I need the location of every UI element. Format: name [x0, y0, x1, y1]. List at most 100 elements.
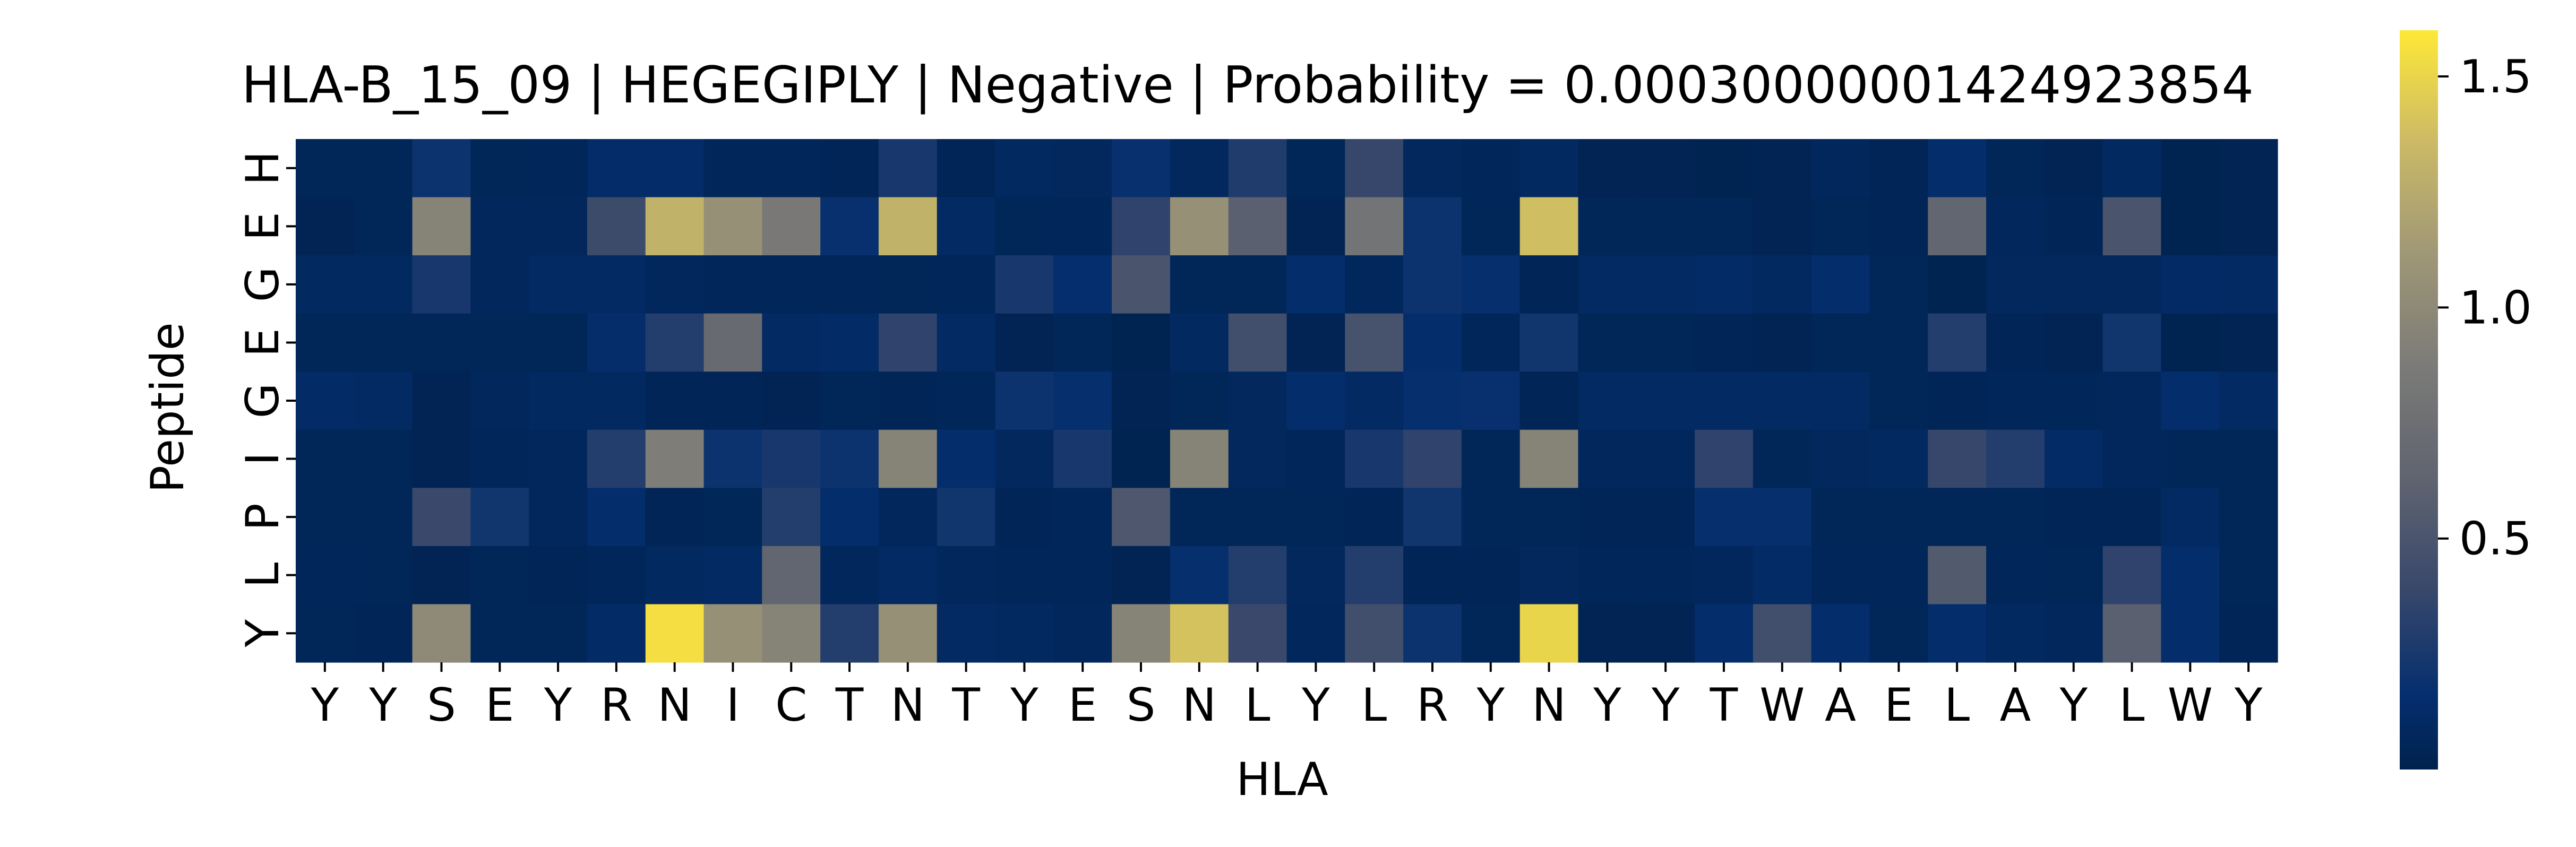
heatmap-cell: [2102, 255, 2162, 314]
heatmap-cell: [1112, 546, 1171, 605]
heatmap-cell: [412, 197, 471, 256]
heatmap-cell: [1578, 546, 1637, 605]
heatmap-cell: [529, 255, 588, 314]
heatmap-cell: [1986, 546, 2045, 605]
heatmap-cell: [1578, 197, 1637, 256]
heatmap-cell: [1636, 139, 1695, 198]
heatmap-cell: [645, 488, 705, 547]
heatmap-cell: [1811, 488, 1870, 547]
x-tick-label: S: [1127, 679, 1156, 732]
heatmap-cell: [703, 139, 762, 198]
heatmap-cell: [1753, 429, 1812, 488]
heatmap-cell: [1811, 371, 1870, 430]
heatmap-cell: [762, 546, 821, 605]
heatmap-cell: [354, 197, 413, 256]
heatmap-cell: [1228, 371, 1287, 430]
heatmap-cell: [2044, 371, 2103, 430]
heatmap-cell: [470, 313, 529, 372]
x-tick-label: L: [1361, 679, 1387, 732]
heatmap-cell: [1986, 488, 2045, 547]
heatmap-cell: [1578, 604, 1637, 663]
heatmap-cell: [470, 604, 529, 663]
heatmap-cell: [1695, 197, 1754, 256]
colorbar-tick-label: 0.5: [2459, 513, 2532, 566]
x-tick-label: W: [1759, 679, 1805, 732]
heatmap-cell: [1461, 197, 1521, 256]
heatmap-cell: [1461, 546, 1521, 605]
heatmap-cell: [645, 546, 705, 605]
x-tick-label: W: [2168, 679, 2213, 732]
x-tick-label: T: [835, 679, 864, 732]
heatmap-cell: [762, 604, 821, 663]
heatmap-cell: [296, 313, 355, 372]
heatmap-cell: [1403, 371, 1462, 430]
heatmap-cell: [412, 604, 471, 663]
heatmap-cell: [587, 255, 646, 314]
heatmap-cell: [470, 371, 529, 430]
heatmap-cell: [703, 488, 762, 547]
heatmap-cell: [1811, 197, 1870, 256]
heatmap-cell: [645, 313, 705, 372]
heatmap-cell: [1286, 313, 1345, 372]
heatmap-cell: [296, 139, 355, 198]
heatmap-cell: [878, 197, 938, 256]
heatmap-cell: [2102, 371, 2162, 430]
heatmap-cell: [1461, 313, 1521, 372]
x-tick-label: Y: [368, 679, 397, 732]
heatmap-cell: [587, 313, 646, 372]
heatmap-cell: [937, 197, 996, 256]
heatmap-cell: [1986, 313, 2045, 372]
heatmap-cell: [1519, 604, 1579, 663]
heatmap-cell: [1170, 313, 1229, 372]
heatmap-cell: [1286, 139, 1345, 198]
x-tick-label: Y: [1301, 679, 1330, 732]
heatmap-cell: [1228, 546, 1287, 605]
heatmap-cell: [1345, 313, 1404, 372]
heatmap-cell: [1461, 429, 1521, 488]
heatmap-cell: [1228, 139, 1287, 198]
heatmap-cell: [529, 371, 588, 430]
y-tick-label: P: [236, 503, 289, 531]
heatmap-cell: [1286, 429, 1345, 488]
heatmap-cell: [937, 429, 996, 488]
y-tick-label: L: [236, 563, 289, 588]
heatmap-cell: [587, 488, 646, 547]
heatmap-cell: [2219, 604, 2278, 663]
x-tick-label: E: [1068, 679, 1097, 732]
heatmap-cell: [2044, 139, 2103, 198]
heatmap-cell: [1986, 429, 2045, 488]
x-tick-label: T: [951, 679, 980, 732]
heatmap-cell: [529, 197, 588, 256]
heatmap-cell: [1228, 429, 1287, 488]
x-tick-label: L: [1944, 679, 1970, 732]
heatmap-cell: [1345, 488, 1404, 547]
x-tick-label: Y: [1651, 679, 1680, 732]
heatmap-cell: [762, 371, 821, 430]
x-tick-label: A: [1825, 679, 1856, 732]
heatmap-cell: [937, 371, 996, 430]
heatmap-cell: [2102, 604, 2162, 663]
heatmap-cell: [296, 546, 355, 605]
heatmap-cell: [1636, 197, 1695, 256]
heatmap-cell: [878, 255, 938, 314]
x-tick-label: N: [1182, 679, 1216, 732]
heatmap-cell: [1519, 139, 1579, 198]
heatmap-cell: [1228, 255, 1287, 314]
heatmap-cell: [2219, 313, 2278, 372]
heatmap-cell: [645, 139, 705, 198]
heatmap-cell: [1170, 604, 1229, 663]
heatmap-cell: [1053, 429, 1112, 488]
heatmap-cell: [645, 197, 705, 256]
colorbar-ticks: 0.5 1.0 1.5: [2438, 50, 2532, 566]
heatmap-cell: [1578, 429, 1637, 488]
x-tick-label: I: [726, 679, 740, 732]
heatmap-cell: [2161, 197, 2220, 256]
heatmap-cell: [1519, 197, 1579, 256]
heatmap-cell: [470, 429, 529, 488]
heatmap-cell: [703, 604, 762, 663]
heatmap-cell: [1869, 429, 1928, 488]
heatmap-cell: [937, 139, 996, 198]
heatmap-cell: [2219, 139, 2278, 198]
heatmap-cell: [2102, 546, 2162, 605]
heatmap-cell: [937, 488, 996, 547]
